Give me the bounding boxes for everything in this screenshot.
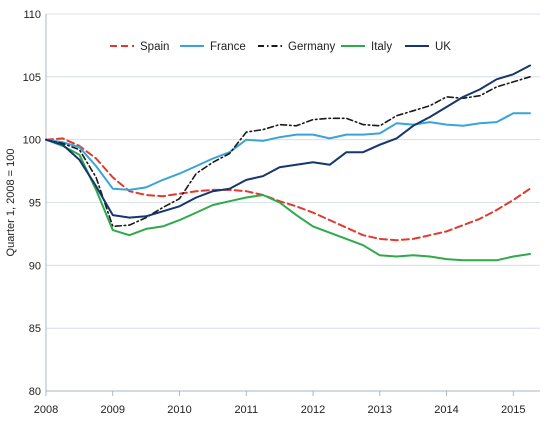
- series-line-uk: [45, 64, 531, 219]
- legend-label-uk: UK: [435, 41, 451, 53]
- legend-label-italy: Italy: [371, 41, 392, 53]
- y-tick-label: 95: [29, 198, 41, 210]
- x-tick-label: 2009: [101, 404, 125, 416]
- x-tick-label: 2008: [34, 404, 58, 416]
- x-tick-label: 2014: [434, 404, 458, 416]
- y-tick-label: 85: [29, 323, 41, 335]
- series-line-france: [45, 112, 531, 191]
- y-tick-label: 80: [29, 386, 41, 398]
- y-tick-label: 100: [23, 135, 41, 147]
- axes: 80 85 90 95 100 105 110 2008 2009 2010 2011 2012 201…: [23, 9, 540, 416]
- legend: Spain France Germany Italy UK: [110, 41, 451, 53]
- y-tick-label: 90: [29, 260, 41, 272]
- legend-label-germany: Germany: [288, 41, 336, 53]
- x-tick-label: 2012: [301, 404, 325, 416]
- y-axis-title: Quarter 1, 2008 = 100: [5, 149, 17, 257]
- legend-label-france: France: [210, 41, 246, 53]
- x-tick-label: 2010: [167, 404, 191, 416]
- series-line-germany: [45, 76, 531, 228]
- y-tick-label: 105: [23, 72, 41, 84]
- x-tick-label: 2011: [234, 404, 258, 416]
- y-tick-label: 110: [23, 9, 41, 21]
- x-tick-label: 2013: [368, 404, 392, 416]
- legend-label-spain: Spain: [140, 41, 169, 53]
- x-tick-label: 2015: [501, 404, 525, 416]
- series-line-italy: [45, 138, 531, 262]
- grid-lines: [46, 13, 540, 392]
- series-lines: [45, 64, 531, 262]
